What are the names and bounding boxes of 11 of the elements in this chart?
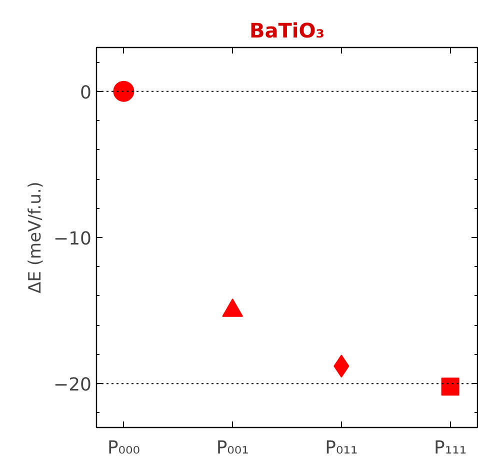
y-axis-title: ΔE (meV/f.u.) [26, 182, 46, 294]
point [113, 80, 134, 102]
x-tick-label: P₁₁₁ [434, 438, 467, 458]
y-tick-label: −20 [54, 374, 92, 396]
chart-title: BaTiO₃ [250, 18, 324, 42]
y-tick-label: 0 [80, 82, 92, 104]
x-tick-label: P₀₀₀ [107, 438, 140, 458]
y-tick-label: −10 [54, 228, 92, 250]
x-tick-label: P₀₀₁ [216, 438, 249, 458]
x-tick-label: P₀₁₁ [325, 438, 358, 458]
point [441, 378, 460, 396]
